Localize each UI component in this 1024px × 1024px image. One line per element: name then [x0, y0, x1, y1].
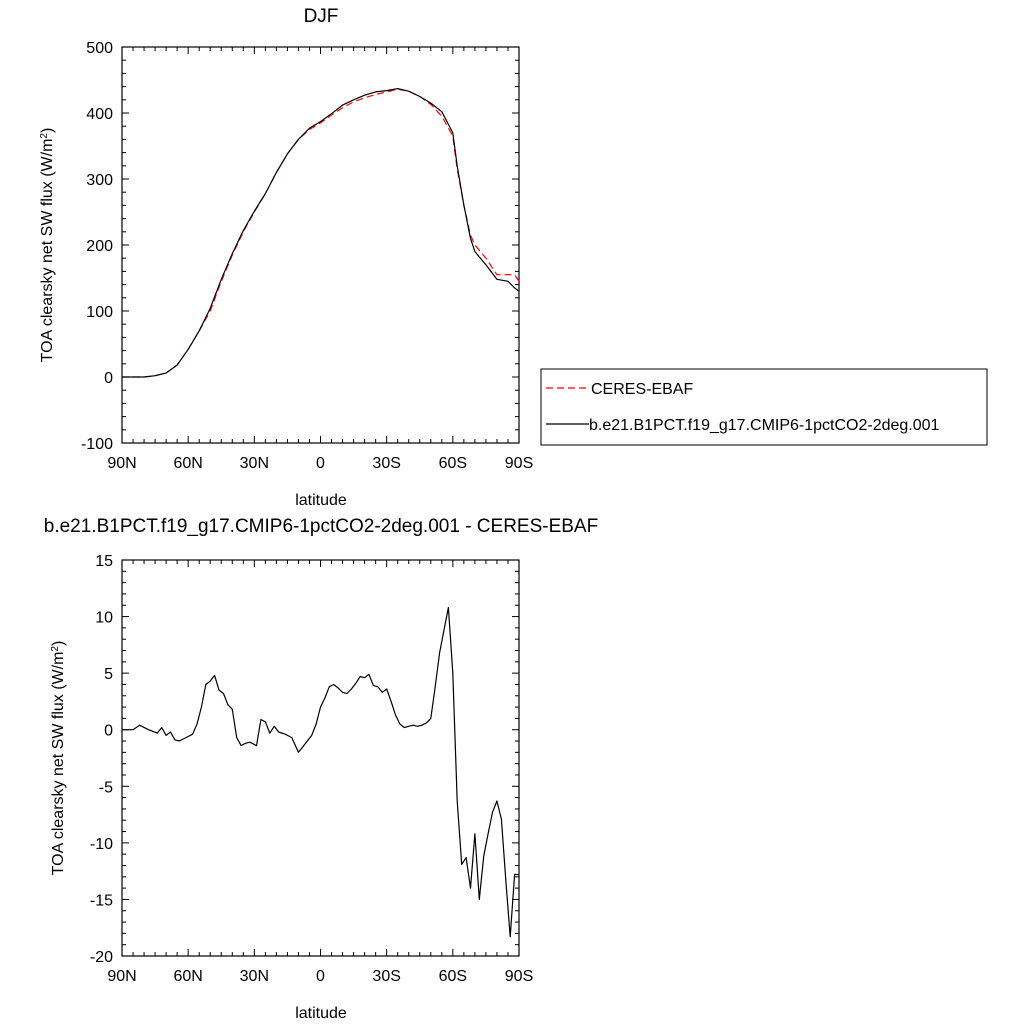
x-axis-label: latitude — [295, 492, 347, 509]
plot-frame — [121, 559, 520, 957]
y-tick-label: 400 — [86, 106, 113, 123]
x-tick-label: 30N — [240, 968, 269, 985]
y-tick-label: -5 — [99, 779, 113, 796]
y-axis-label: TOA clearsky net SW flux (W/m2) — [39, 128, 57, 363]
x-axis-label: latitude — [295, 1005, 347, 1022]
chart-title: DJF — [304, 6, 339, 27]
y-tick-label: 200 — [86, 238, 113, 255]
y-tick-label: 100 — [86, 304, 113, 321]
legend: CERES-EBAF b.e21.B1PCT.f19_g17.CMIP6-1pc… — [540, 368, 988, 446]
series-lines — [122, 606, 519, 938]
x-tick-label: 60S — [439, 968, 467, 985]
legend-box — [540, 368, 988, 446]
x-tick-label: 0 — [316, 968, 325, 985]
y-tick-label: 5 — [104, 666, 113, 683]
axis-ticks — [121, 46, 520, 444]
x-tick-label: 90N — [107, 968, 136, 985]
y-axis-label: TOA clearsky net SW flux (W/m2) — [50, 641, 68, 876]
top-panel: DJF 90N 60N 30N 0 30S 60S 90S -100 0 100 200 300 400… — [39, 6, 534, 509]
x-tick-label: 90N — [107, 455, 136, 472]
legend-label-ceres: CERES-EBAF — [591, 381, 693, 398]
series-lines — [122, 87, 520, 378]
chart-title: b.e21.B1PCT.f19_g17.CMIP6-1pctCO2-2deg.0… — [44, 516, 598, 537]
y-tick-label: 0 — [104, 723, 113, 740]
tick-labels: 90N 60N 30N 0 30S 60S 90S -20 -15 -10 -5 0 5 10 15 — [90, 553, 533, 985]
legend-label-model: b.e21.B1PCT.f19_g17.CMIP6-1pctCO2-2deg.0… — [589, 417, 940, 434]
y-tick-label: -100 — [81, 436, 113, 453]
y-tick-label: -10 — [90, 836, 113, 853]
axis-ticks — [121, 559, 520, 957]
series-line — [122, 606, 519, 938]
y-tick-label: -15 — [90, 892, 113, 909]
x-tick-label: 30S — [372, 968, 400, 985]
x-tick-label: 60S — [439, 455, 467, 472]
x-tick-label: 90S — [505, 968, 533, 985]
x-tick-label: 0 — [316, 455, 325, 472]
bottom-panel: b.e21.B1PCT.f19_g17.CMIP6-1pctCO2-2deg.0… — [44, 516, 598, 1022]
series-line — [122, 88, 520, 378]
x-tick-label: 30N — [240, 455, 269, 472]
x-tick-label: 60N — [173, 455, 202, 472]
y-tick-label: 0 — [104, 370, 113, 387]
y-tick-label: 300 — [86, 172, 113, 189]
y-tick-label: 10 — [95, 610, 113, 627]
y-tick-label: 15 — [95, 553, 113, 570]
tick-labels: 90N 60N 30N 0 30S 60S 90S -100 0 100 200 300 400 500 — [81, 40, 533, 472]
y-tick-label: -20 — [90, 949, 113, 966]
x-tick-label: 60N — [173, 968, 202, 985]
series-line — [122, 87, 520, 378]
x-tick-label: 30S — [372, 455, 400, 472]
y-tick-label: 500 — [86, 40, 113, 57]
x-tick-label: 90S — [505, 455, 533, 472]
plot-frame — [121, 46, 520, 444]
